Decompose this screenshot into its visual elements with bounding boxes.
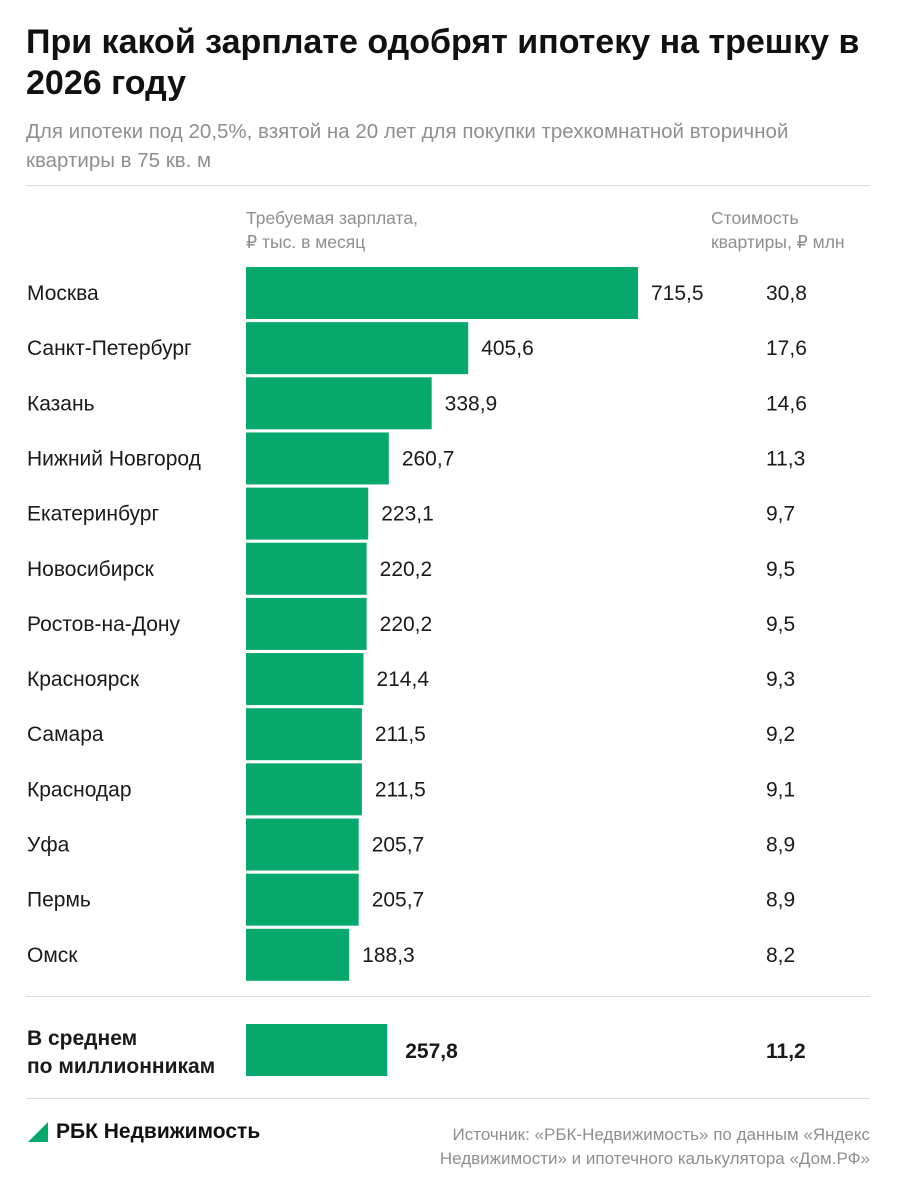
price-header-line1: Стоимость: [711, 208, 799, 228]
price-label-6: 9,5: [766, 613, 795, 636]
value-label-8: 211,5: [375, 723, 426, 746]
price-column-header: Стоимость квартиры, ₽ млн: [711, 206, 845, 254]
price-label-10: 8,9: [766, 834, 795, 857]
category-label-8: Самара: [27, 723, 104, 746]
category-label-7: Красноярск: [27, 668, 140, 691]
bar-9: [246, 763, 362, 816]
category-label-0: Москва: [27, 282, 99, 305]
bar-8: [246, 708, 362, 761]
source-line1: Источник: «РБК-Недвижимость» по данным «…: [452, 1125, 870, 1144]
price-header-line2: квартиры, ₽ млн: [711, 232, 845, 252]
divider-summary: [26, 996, 870, 997]
bar-0: [246, 267, 638, 319]
salary-header-line1: Требуемая зарплата,: [246, 208, 418, 228]
bar-2: [246, 377, 432, 430]
category-label-12: Омск: [27, 944, 78, 967]
value-label-2: 338,9: [445, 392, 498, 415]
value-label-5: 220,2: [380, 558, 433, 581]
category-label-10: Уфа: [27, 834, 70, 857]
value-label-0: 715,5: [651, 282, 704, 305]
value-label-11: 205,7: [372, 889, 425, 912]
category-label-4: Екатеринбург: [27, 503, 159, 526]
bar-4: [246, 487, 369, 540]
value-label-7: 214,4: [376, 668, 429, 691]
price-label-5: 9,5: [766, 558, 795, 581]
value-label-10: 205,7: [372, 834, 425, 857]
price-label-2: 14,6: [766, 392, 807, 415]
rbc-logo-icon: [28, 1122, 48, 1142]
value-label-4: 223,1: [381, 503, 434, 526]
category-label-2: Казань: [27, 392, 95, 415]
summary-value-label: 257,8: [405, 1040, 458, 1063]
page-title: При какой зарплате одобрят ипотеку на тр…: [26, 23, 860, 102]
divider-bottom: [26, 1098, 870, 1099]
value-label-6: 220,2: [380, 613, 433, 636]
brand-name: РБК Недвижимость: [56, 1120, 261, 1143]
price-label-3: 11,3: [766, 447, 805, 470]
category-label-9: Краснодар: [27, 778, 132, 801]
salary-bar-chart: Москва 715,5 30,8 Санкт-Петербург 405,6 17,6 К…: [27, 267, 807, 1078]
bar-7: [246, 653, 364, 706]
value-label-3: 260,7: [402, 447, 455, 470]
bar-1: [246, 322, 469, 375]
value-label-12: 188,3: [362, 944, 415, 967]
source-note: Источник: «РБК-Недвижимость» по данным «…: [310, 1123, 870, 1171]
price-label-7: 9,3: [766, 668, 795, 691]
price-label-4: 9,7: [766, 503, 795, 526]
price-label-1: 17,6: [766, 337, 807, 360]
divider-top: [26, 185, 870, 186]
bar-5: [246, 542, 367, 595]
price-label-12: 8,2: [766, 944, 795, 967]
price-label-9: 9,1: [766, 778, 795, 801]
category-label-3: Нижний Новгород: [27, 447, 201, 470]
category-label-6: Ростов-на-Дону: [27, 613, 180, 636]
salary-header-line2: ₽ тыс. в месяц: [246, 232, 366, 252]
category-label-11: Пермь: [27, 889, 91, 912]
source-line2: Недвижимости» и ипотечного калькулятора …: [439, 1149, 870, 1168]
bar-11: [246, 873, 359, 926]
price-label-8: 9,2: [766, 723, 795, 746]
category-label-5: Новосибирск: [27, 558, 155, 581]
summary-label-line1: В среднем: [27, 1027, 137, 1050]
price-label-0: 30,8: [766, 282, 807, 305]
bar-10: [246, 818, 359, 871]
price-label-11: 8,9: [766, 889, 795, 912]
summary-label-line2: по миллионникам: [27, 1055, 215, 1078]
bar-6: [246, 597, 367, 650]
page-subtitle: Для ипотеки под 20,5%, взятой на 20 лет …: [26, 120, 789, 172]
value-label-1: 405,6: [481, 337, 534, 360]
value-label-9: 211,5: [375, 778, 426, 801]
category-label-1: Санкт-Петербург: [27, 337, 192, 360]
brand-logo: РБК Недвижимость: [28, 1120, 260, 1144]
summary-price-label: 11,2: [766, 1040, 806, 1063]
bar-12: [246, 928, 350, 981]
salary-column-header: Требуемая зарплата, ₽ тыс. в месяц: [246, 206, 418, 254]
bar-3: [246, 432, 389, 485]
summary-bar: [246, 1024, 388, 1076]
